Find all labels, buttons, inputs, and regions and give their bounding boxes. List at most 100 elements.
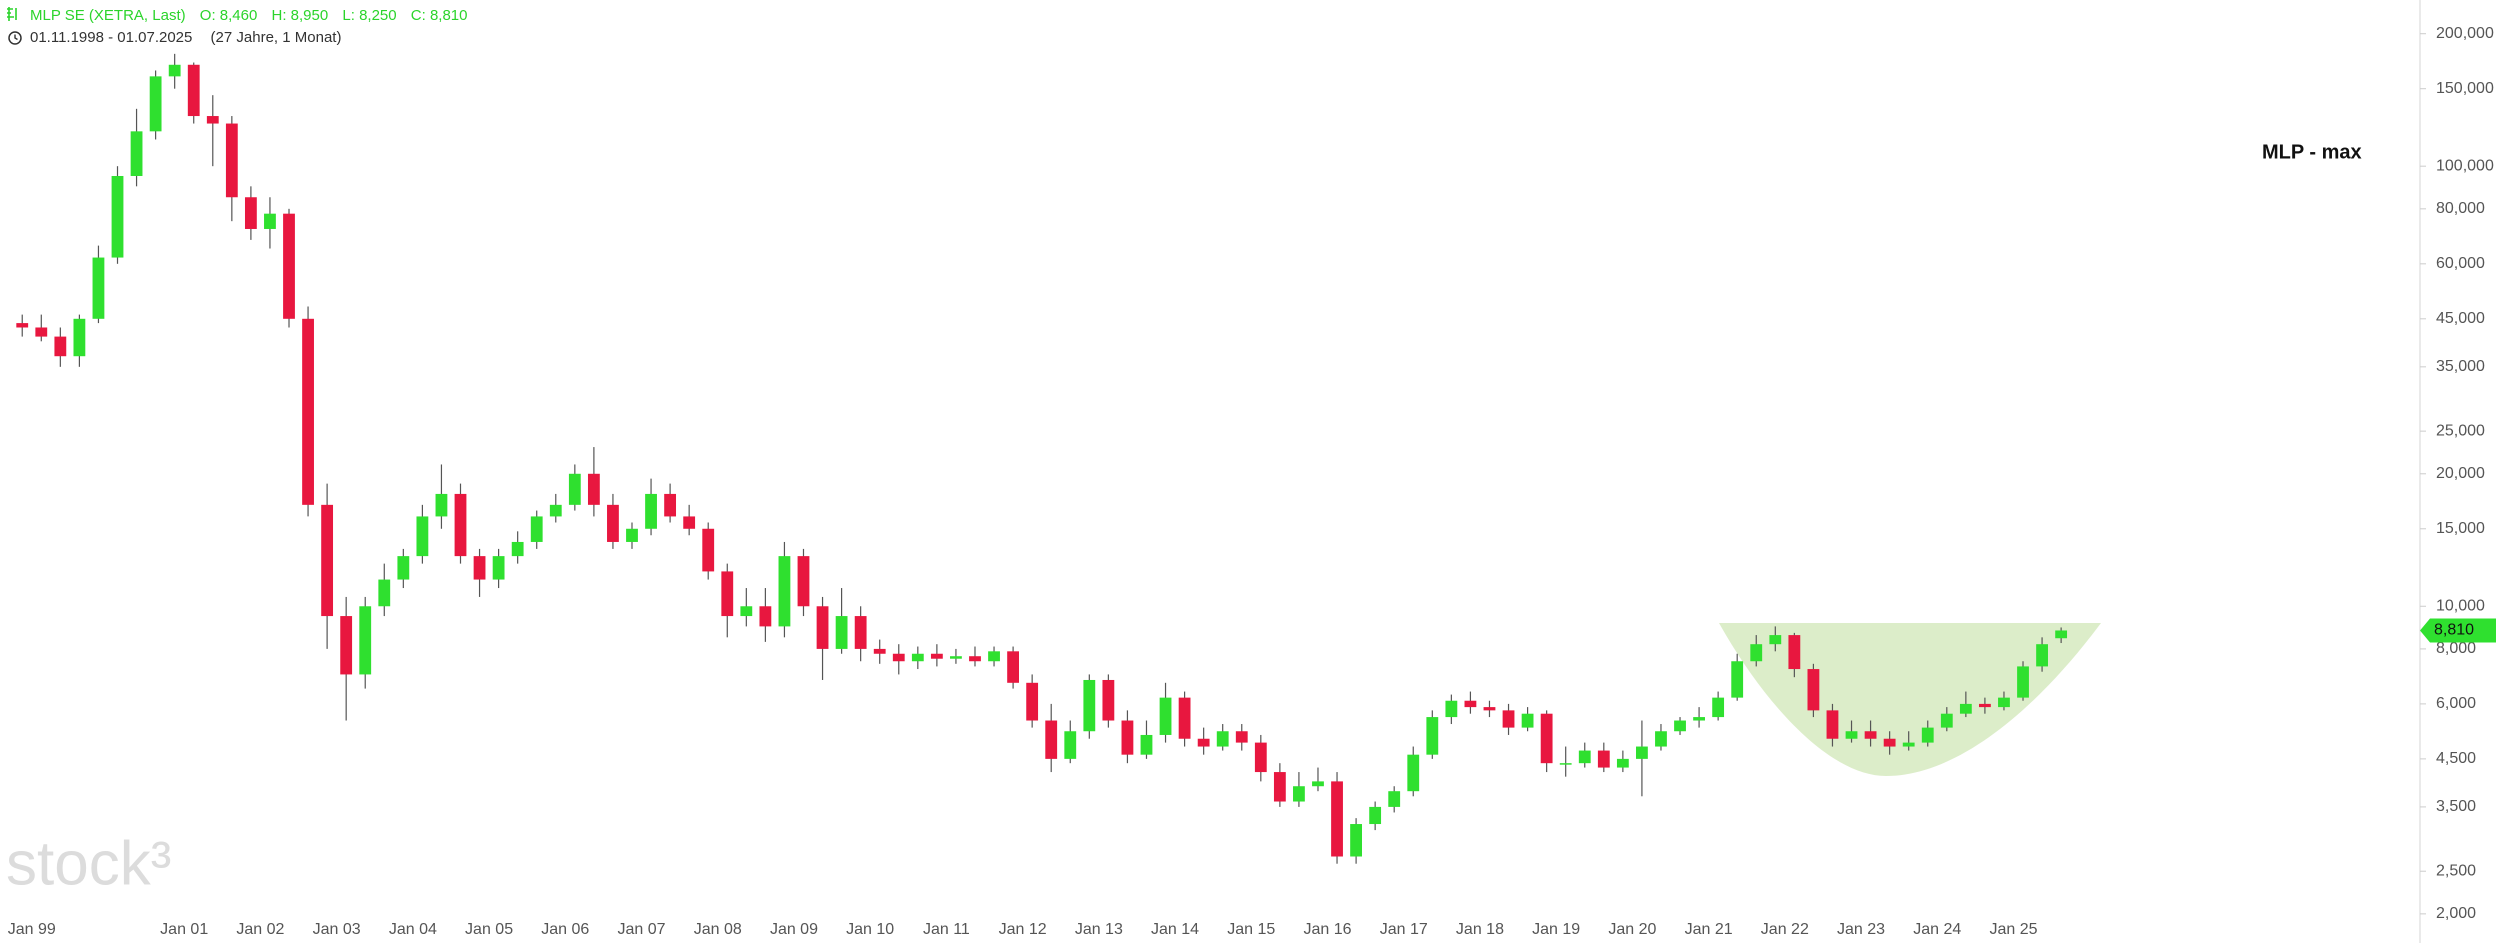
candle-body (1502, 710, 1515, 728)
candle-body (1426, 717, 1439, 755)
candle-body (1007, 651, 1020, 683)
candle-body (835, 616, 848, 649)
x-tick-label: Jan 22 (1761, 921, 1809, 938)
candle-body (1940, 713, 1953, 728)
x-tick-label: Jan 02 (236, 921, 284, 938)
instrument-name: MLP SE (XETRA, Last) (30, 7, 186, 24)
candle-body (664, 493, 677, 517)
candle-body (854, 616, 867, 649)
candle-body (1921, 727, 1934, 743)
y-tick-label: 15,000 (2436, 520, 2485, 537)
candle-body (1845, 731, 1858, 739)
legend-header: MLP SE (XETRA, Last) O: 8,460 H: 8,950 L… (7, 7, 468, 46)
candle-body (568, 473, 581, 505)
candle-body (35, 327, 48, 337)
candle-body (1559, 763, 1572, 765)
candle-body (1178, 697, 1191, 739)
candle-body (1407, 754, 1420, 792)
candle-body (1293, 786, 1305, 802)
candle-body (683, 516, 696, 529)
candle-body (416, 516, 429, 557)
candle-body (244, 197, 257, 229)
candle-body (1464, 700, 1477, 708)
candle-body (397, 556, 410, 580)
candle-body (187, 64, 200, 117)
x-tick-label: Jan 08 (694, 921, 742, 938)
last-price-tag (2420, 618, 2496, 643)
candle-body (1693, 717, 1705, 721)
candle-body (607, 504, 619, 542)
candle-body (1655, 731, 1667, 747)
x-tick-label: Jan 03 (313, 921, 361, 938)
candle-body (1026, 682, 1039, 721)
clock-icon (8, 31, 22, 45)
period-line: 01.11.1998 - 01.07.2025 (27 Jahre, 1 Mon… (30, 29, 341, 46)
candle-body (1959, 703, 1972, 714)
candle-body (1254, 742, 1267, 773)
candle-body (1998, 697, 2010, 708)
candle-body (264, 213, 276, 229)
candle-body (378, 579, 391, 607)
candle-body (321, 504, 334, 617)
candle-body (206, 116, 219, 124)
x-tick-label: Jan 14 (1151, 921, 1199, 938)
candle-body (1445, 700, 1458, 718)
candle-body (626, 528, 638, 542)
candle-body (1045, 720, 1058, 759)
x-tick-label: Jan 24 (1913, 921, 1961, 938)
candle-body (1769, 635, 1782, 645)
candle-body (587, 473, 600, 505)
candle-body (1807, 669, 1820, 711)
ohlc-label: L: 8,250 (342, 7, 396, 24)
candle-body (1273, 772, 1286, 802)
candle-body (1350, 824, 1362, 857)
y-tick-label: 6,000 (2436, 695, 2476, 712)
y-tick-label: 4,500 (2436, 750, 2476, 767)
candle-body (930, 653, 943, 659)
candle-body (1883, 738, 1896, 747)
x-tick-label: Jan 21 (1685, 921, 1733, 938)
instrument-line: MLP SE (XETRA, Last) O: 8,460 H: 8,950 L… (30, 7, 468, 24)
candle-body (1159, 697, 1172, 735)
x-tick-label: Jan 10 (846, 921, 894, 938)
y-tick-label: 150,000 (2436, 80, 2494, 97)
candle-body (797, 556, 810, 607)
candle-body (16, 323, 29, 328)
candle-body (892, 653, 905, 662)
candle-body (1731, 661, 1744, 698)
candle-body (969, 656, 981, 662)
x-tick-label: Jan 09 (770, 921, 818, 938)
y-tick-label: 10,000 (2436, 597, 2485, 614)
candle-body (359, 606, 372, 675)
candle-body (1331, 781, 1343, 857)
candle-body (1636, 746, 1648, 759)
candle-body (1521, 713, 1534, 728)
candle-body (340, 616, 353, 675)
x-tick-label: Jan 19 (1532, 921, 1580, 938)
x-tick-label: Jan 13 (1075, 921, 1123, 938)
candle-body (1312, 781, 1324, 787)
last-price-label: 8,810 (2434, 622, 2474, 639)
y-tick-label: 60,000 (2436, 255, 2485, 272)
span: (27 Jahre, 1 Monat) (211, 29, 342, 46)
y-tick-label: 8,000 (2436, 640, 2476, 657)
instrument-icon (7, 7, 17, 21)
candle-body (1597, 750, 1610, 768)
ohlc-label: C: 8,810 (411, 7, 468, 24)
chart-title: MLP - max (2262, 141, 2362, 163)
candle-body (1750, 644, 1763, 662)
candle-body (816, 606, 829, 649)
ohlc-label: H: 8,950 (272, 7, 329, 24)
candle-body (435, 493, 448, 517)
x-tick-label: Jan 11 (923, 921, 970, 938)
y-tick-label: 2,000 (2436, 905, 2476, 922)
candle-body (740, 606, 753, 617)
x-tick-label: Jan 17 (1380, 921, 1428, 938)
candle-body (1216, 731, 1229, 747)
candle-body (302, 318, 314, 505)
x-tick-label: Jan 01 (160, 921, 208, 938)
candle-body (759, 606, 772, 627)
candle-body (454, 493, 467, 557)
candle-body (1902, 742, 1915, 747)
